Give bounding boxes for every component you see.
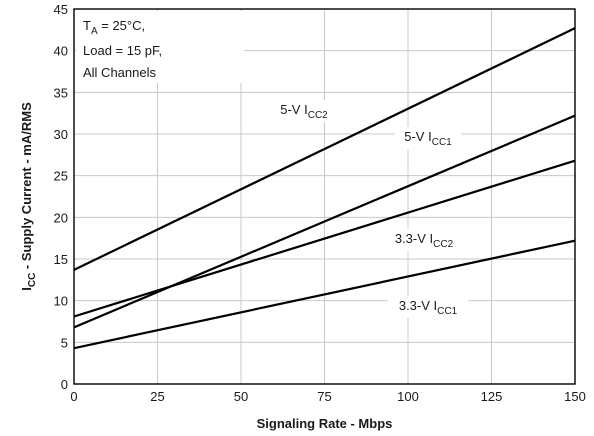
series-line	[73, 114, 576, 329]
conditions-line-2: Load = 15 pF,	[83, 43, 162, 58]
series-label-text: 5-V ICC2	[280, 102, 328, 121]
series-line	[73, 159, 576, 318]
x-tick-label: 125	[481, 389, 503, 404]
y-tick-label: 35	[54, 85, 68, 100]
x-tick-label: 100	[397, 389, 419, 404]
x-tick-label: 150	[564, 389, 586, 404]
series-line	[73, 27, 576, 271]
conditions-line-1: TA = 25°C,	[83, 18, 145, 37]
tick-labels: 0 25 50 75 100 125 150 0 5 10 15 20 25 30 35 40 45	[54, 2, 586, 404]
series-label-text: 3.3-V ICC2	[395, 231, 454, 250]
series-label: 5-V ICC1	[395, 127, 461, 149]
x-tick-label: 0	[70, 389, 77, 404]
grid	[74, 9, 575, 384]
x-tick-label: 50	[234, 389, 248, 404]
conditions-annotation: TA = 25°C, Load = 15 pF, All Channels	[76, 11, 244, 83]
y-tick-label: 10	[54, 294, 68, 309]
y-tick-label: 15	[54, 252, 68, 267]
y-tick-label: 5	[61, 335, 68, 350]
y-axis-title: ICC - Supply Current - mA/RMS	[19, 102, 38, 291]
series-lines	[73, 27, 576, 350]
y-tick-label: 20	[54, 210, 68, 225]
series-labels: 5-V ICC2 5-V ICC1 3.3-V ICC2 3.3-V ICC1	[271, 100, 469, 318]
series-label: 3.3-V ICC1	[387, 296, 469, 318]
y-tick-label: 0	[61, 377, 68, 392]
y-tick-label: 45	[54, 2, 68, 17]
series-label: 3.3-V ICC2	[383, 229, 465, 251]
series-line	[73, 239, 576, 350]
series-label-text: 3.3-V ICC1	[399, 298, 458, 317]
x-tick-label: 75	[317, 389, 331, 404]
series-label-text: 5-V ICC1	[404, 129, 452, 148]
x-axis-title: Signaling Rate - Mbps	[257, 416, 393, 431]
y-tick-label: 40	[54, 44, 68, 59]
y-tick-label: 30	[54, 127, 68, 142]
series-label: 5-V ICC2	[271, 100, 337, 122]
y-tick-label: 25	[54, 169, 68, 184]
plot-frame	[73, 8, 576, 385]
conditions-line-3: All Channels	[83, 65, 156, 80]
x-tick-label: 25	[150, 389, 164, 404]
